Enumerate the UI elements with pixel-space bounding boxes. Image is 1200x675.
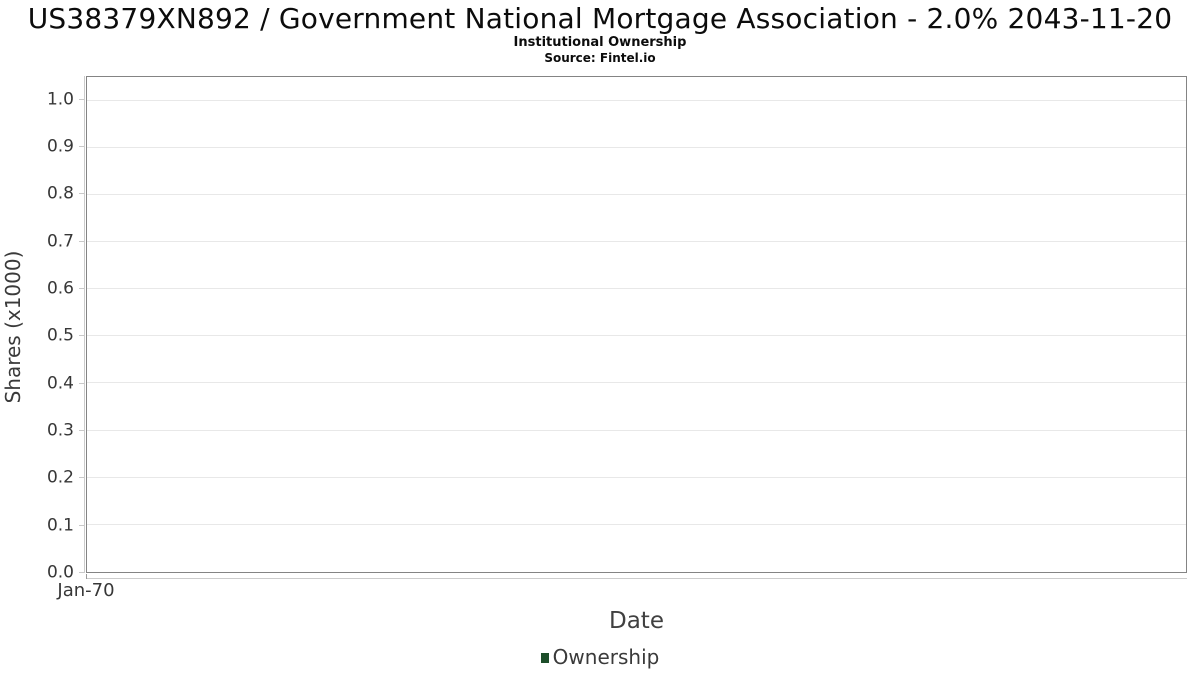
plot-area: [86, 76, 1187, 573]
gridline-y-0.9: [87, 146, 1186, 148]
y-tick-mark-0.8: [79, 193, 84, 195]
y-tick-mark-0.6: [79, 288, 84, 289]
y-tick-mark-0.1: [79, 524, 84, 526]
y-tick-label-0.2: 0.2: [46, 467, 74, 488]
x-axis-title: Date: [609, 608, 664, 634]
gridline-y-1.0: [87, 99, 1186, 101]
y-tick-label-0.0: 0.0: [46, 562, 74, 583]
gridline-y-0.3: [87, 429, 1186, 431]
gridline-y-0.8: [87, 193, 1186, 195]
y-tick-mark-0.2: [79, 477, 84, 479]
gridline-y-0.5: [87, 335, 1186, 337]
legend-item-ownership: Ownership: [540, 645, 660, 669]
y-tick-label-0.4: 0.4: [46, 373, 74, 394]
y-tick-label-0.1: 0.1: [46, 515, 74, 536]
y-tick-mark-0.9: [79, 146, 84, 147]
y-tick-label-0.9: 0.9: [46, 136, 74, 157]
y-tick-label-0.5: 0.5: [46, 325, 74, 346]
y-tick-mark-0.0: [79, 572, 84, 573]
y-tick-mark-0.5: [79, 335, 84, 337]
gridline-y-0.6: [87, 288, 1186, 290]
chart-subtitle: Institutional Ownership: [513, 35, 687, 50]
gridline-y-0.4: [87, 382, 1186, 384]
gridline-y-0.2: [87, 476, 1186, 478]
x-tick-label-Jan-70: Jan-70: [57, 580, 115, 601]
y-tick-label-0.3: 0.3: [46, 420, 74, 441]
y-tick-mark-0.4: [79, 382, 84, 384]
y-axis: 0.0 0.1 0.2 0.3 0.4 0.5 0.6 0.7 0.8 0.9 1.0: [0, 76, 85, 581]
y-tick-mark-1.0: [79, 98, 84, 100]
y-axis-line: [84, 76, 85, 573]
y-tick-label-0.6: 0.6: [46, 278, 74, 299]
gridline-y-0.1: [87, 523, 1186, 525]
y-tick-label-0.7: 0.7: [46, 231, 74, 252]
chart-legend: Ownership: [0, 645, 1200, 669]
x-tick-mark-Jan-70: [86, 574, 87, 579]
legend-swatch-icon: [540, 653, 549, 663]
x-axis-line: [86, 578, 1187, 579]
y-tick-mark-0.7: [79, 240, 84, 242]
legend-label: Ownership: [552, 645, 660, 669]
y-tick-mark-0.3: [79, 430, 84, 431]
chart-source-label: Source: Fintel.io: [544, 51, 656, 65]
y-tick-label-0.8: 0.8: [46, 183, 74, 204]
chart-title: US38379XN892 / Government National Mortg…: [27, 2, 1173, 35]
y-tick-label-1.0: 1.0: [46, 89, 74, 110]
gridline-y-0.7: [87, 241, 1186, 242]
